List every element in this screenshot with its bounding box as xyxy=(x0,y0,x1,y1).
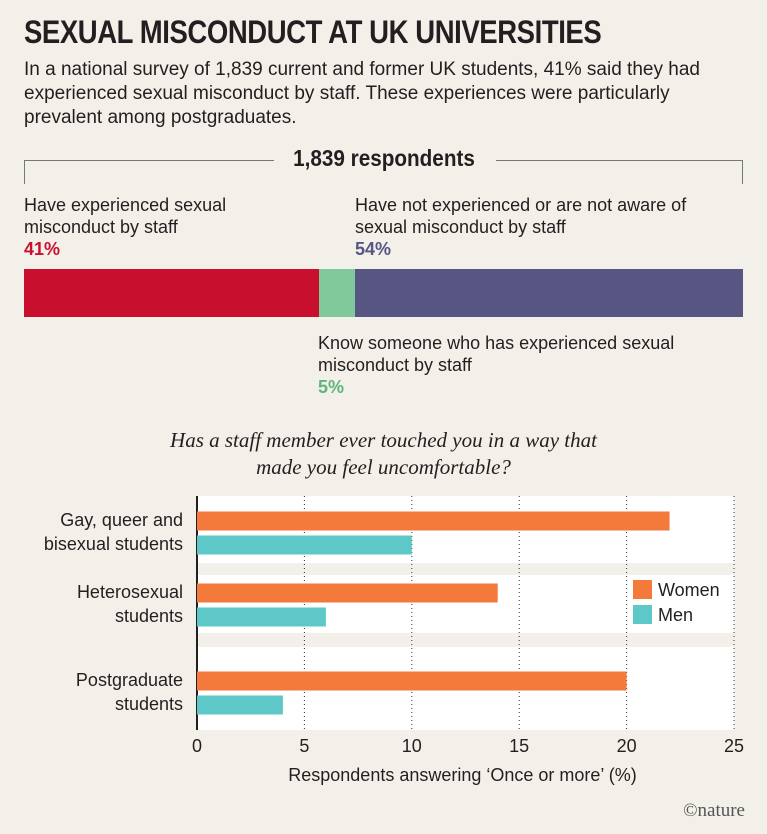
chart-title: SEXUAL MISCONDUCT AT UK UNIVERSITIES xyxy=(24,14,602,50)
category-label: Postgraduate xyxy=(76,670,183,690)
bar-men-1 xyxy=(197,607,326,627)
x-tick-label: 5 xyxy=(299,736,309,756)
x-tick-label: 0 xyxy=(192,736,202,756)
category-label: Heterosexual xyxy=(77,582,183,602)
legend-swatch-men xyxy=(633,605,652,624)
segment-know-percent: 5% xyxy=(318,377,345,397)
category-label: bisexual students xyxy=(44,534,183,554)
bar-chart-svg: Gay, queer and bisexual students Heterosex… xyxy=(44,496,744,785)
bar-men-0 xyxy=(197,535,412,555)
respondents-bracket xyxy=(24,160,743,184)
bar-chart: Gay, queer and bisexual students Heterosex… xyxy=(0,490,767,790)
stacked-segment-experienced xyxy=(24,269,319,317)
segment-experienced-percent: 41% xyxy=(24,239,61,259)
x-tick-label: 10 xyxy=(402,736,422,756)
segment-not-experienced-percent: 54% xyxy=(355,239,392,259)
legend-label-men: Men xyxy=(658,605,693,625)
segment-know-text: Know someone who has experienced sexual … xyxy=(318,333,675,375)
chart-subtitle: In a national survey of 1,839 current an… xyxy=(24,59,700,128)
category-label: Gay, queer and xyxy=(60,510,183,530)
legend-label-women: Women xyxy=(658,580,720,600)
bar-women-2 xyxy=(197,671,627,691)
category-label: students xyxy=(115,694,183,714)
stacked-segment-know xyxy=(318,269,355,317)
bar-women-1 xyxy=(197,583,498,603)
bar-women-0 xyxy=(197,511,670,531)
x-tick-label: 20 xyxy=(617,736,637,756)
respondents-label: 1,839 respondents xyxy=(292,145,475,171)
x-axis-label: Respondents answering ‘Once or more’ (%) xyxy=(288,765,637,785)
segment-not-experienced-text: Have not experienced or are not aware of… xyxy=(355,195,687,237)
segment-know-label: Know someone who has experienced sexual … xyxy=(318,332,678,398)
category-label: students xyxy=(115,606,183,626)
legend-swatch-women xyxy=(633,580,652,599)
x-tick-label: 15 xyxy=(509,736,529,756)
nature-logo: ©nature xyxy=(683,800,745,821)
segment-not-experienced-label: Have not experienced or are not aware of… xyxy=(355,194,700,260)
stacked-segment-not-experienced xyxy=(354,269,743,317)
segment-experienced-text: Have experienced sexual misconduct by st… xyxy=(24,195,227,237)
stacked-bar xyxy=(24,269,743,317)
bar-men-2 xyxy=(197,695,283,715)
segment-experienced-label: Have experienced sexual misconduct by st… xyxy=(24,194,284,260)
x-tick-label: 25 xyxy=(724,736,744,756)
question-title: Has a staff member ever touched you in a… xyxy=(170,428,597,479)
